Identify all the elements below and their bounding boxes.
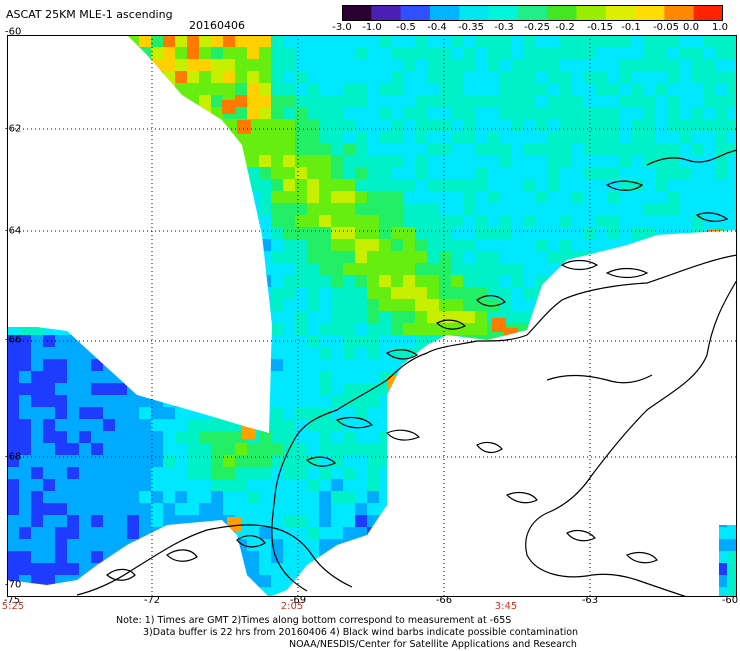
coastline-segment (625, 551, 658, 564)
longitude-label: -72 (143, 595, 161, 606)
coastline-segment (646, 149, 737, 166)
longitude-label: -69 (289, 595, 307, 606)
coastline-segment (605, 180, 644, 191)
map-border (7, 35, 737, 597)
colorbar-segment (342, 5, 372, 21)
latitude-label: -64 (5, 225, 22, 237)
latitude-label: -60 (5, 26, 22, 38)
colorbar-segment (664, 5, 695, 21)
colorbar-segment (605, 5, 636, 21)
coastline-segment (695, 212, 729, 222)
wind-data-swath (7, 35, 737, 597)
coastline-segment (305, 456, 337, 467)
coastline-segment (385, 429, 421, 441)
colorbar-segment (635, 5, 665, 21)
colorbar-tick-label: 0.0 (683, 22, 699, 33)
colorbar-tick-label: -0.1 (621, 22, 641, 33)
coastline-segment (476, 295, 506, 307)
color-scale-ticks: -3.0 -1.0 -0.5 -0.4 -0.35 -0.3 -0.25 -0.2 -0.15-… (0, 22, 740, 36)
colorbar-segment (459, 5, 490, 21)
colorbar-tick-label: -1.0 (362, 22, 382, 33)
time-label: 3:45 (494, 601, 518, 612)
colorbar-tick-label: -0.4 (427, 22, 447, 33)
coastline-segment (605, 267, 649, 279)
color-scale-bar (342, 5, 723, 21)
time-label: 5:25 (1, 601, 25, 612)
coastline-segment (546, 374, 653, 384)
longitude-label: -75 (3, 595, 21, 606)
note-line-2: 3)Data buffer is 22 hrs from 20160406 4)… (143, 627, 579, 638)
coastline (76, 149, 737, 597)
colorbar-segment (693, 5, 723, 21)
coastline-segment (385, 349, 419, 360)
coastline-segment (560, 259, 599, 271)
longitude-label: -66 (435, 595, 453, 606)
colorbar-tick-label: -0.3 (494, 22, 514, 33)
colorbar-tick-label: -0.2 (555, 22, 575, 33)
map-date: 20160406 (189, 19, 245, 32)
colorbar-segment (517, 5, 548, 21)
map-title: ASCAT 25KM MLE-1 ascending (6, 8, 173, 21)
colorbar-segment (488, 5, 519, 21)
colorbar-segment (576, 5, 607, 21)
colorbar-tick-label: -0.5 (396, 22, 416, 33)
latitude-label: -66 (5, 334, 22, 346)
coastline-segment (476, 441, 503, 454)
colorbar-tick-label: -0.35 (458, 22, 484, 33)
time-label: 2:05 (280, 601, 304, 612)
longitude-label: -63 (581, 595, 599, 606)
latitude-label: -62 (5, 123, 22, 135)
lat-lon-grid (7, 35, 737, 597)
colorbar-tick-label: -0.05 (653, 22, 679, 33)
colorbar-segment (547, 5, 577, 21)
coastline-segment (525, 279, 737, 597)
coastline-segment (271, 254, 737, 592)
note-line-1: Note: 1) Times are GMT 2)Times along bot… (116, 615, 512, 626)
colorbar-segment (371, 5, 402, 21)
colorbar-tick-label: -3.0 (332, 22, 352, 33)
coastline-segment (566, 529, 596, 542)
colorbar-tick-label: 1.0 (712, 22, 728, 33)
colorbar-segment (400, 5, 431, 21)
note-line-3: NOAA/NESDIS/Center for Satellite Applica… (289, 639, 577, 650)
colorbar-tick-label: -0.25 (524, 22, 550, 33)
coastline-segment (106, 568, 136, 581)
latitude-label: -68 (5, 451, 22, 463)
coastline-segment (505, 491, 538, 504)
latitude-label: -70 (5, 579, 22, 591)
colorbar-tick-label: -0.15 (587, 22, 613, 33)
colorbar-segment (429, 5, 460, 21)
coastline-segment (236, 535, 266, 548)
footnotes: Note: 1) Times are GMT 2)Times along bot… (116, 615, 578, 651)
longitude-label: -60 (721, 595, 739, 606)
map-plot (7, 35, 737, 597)
coastline-segment (166, 549, 198, 562)
coastline-segment (335, 416, 374, 429)
